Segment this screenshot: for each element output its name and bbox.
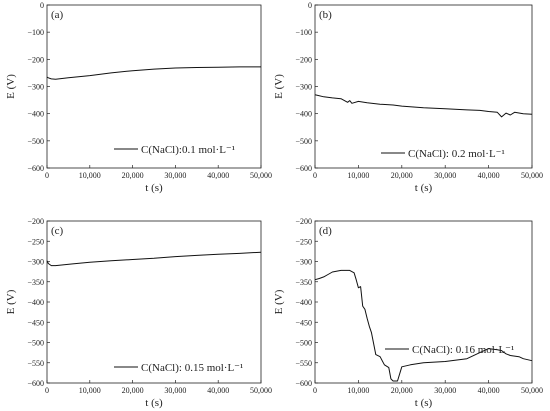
y-tick-label: −550 [295, 359, 312, 368]
legend-label: C(NaCl): 0.15 mol·L⁻¹ [141, 362, 243, 374]
x-axis-title: t (s) [415, 397, 433, 409]
x-tick-label: 40,000 [478, 171, 500, 180]
legend-label: C(NaCl): 0.16 mol·L⁻¹ [412, 344, 514, 356]
y-tick-label: −300 [295, 258, 312, 267]
panel-label: (c) [51, 225, 64, 237]
x-tick-label: 50,000 [521, 386, 543, 395]
series-line [314, 94, 533, 118]
x-tick-label: 10,000 [79, 386, 101, 395]
y-tick-label: −300 [27, 258, 44, 267]
x-tick-label: 50,000 [521, 171, 543, 180]
y-tick-label: −500 [295, 339, 312, 348]
y-tick-label: −200 [295, 55, 312, 64]
x-tick-label: 30,000 [164, 171, 186, 180]
y-tick-label: −500 [295, 137, 312, 146]
y-tick-label: −500 [27, 339, 44, 348]
y-tick-label: −300 [295, 83, 312, 92]
y-tick-label: −200 [295, 217, 312, 226]
x-tick-label: 20,000 [391, 386, 413, 395]
x-tick-label: 30,000 [434, 171, 456, 180]
y-tick-label: −550 [27, 359, 44, 368]
x-tick-label: 20,000 [122, 386, 144, 395]
panel-label: (a) [51, 9, 64, 21]
plot-frame [314, 4, 533, 169]
x-tick-label: 10,000 [347, 171, 369, 180]
x-tick-label: 0 [313, 171, 317, 180]
x-tick-label: 0 [45, 171, 49, 180]
y-tick-label: −600 [295, 379, 312, 388]
x-tick-label: 10,000 [79, 171, 101, 180]
y-axis-title: E (V) [273, 289, 285, 314]
plot-frame [46, 220, 262, 384]
y-tick-label: −200 [27, 217, 44, 226]
y-tick-label: 0 [308, 1, 312, 10]
legend-label: C(NaCl):0.1 mol·L⁻¹ [141, 144, 235, 156]
y-tick-label: −400 [27, 110, 44, 119]
y-axis-title: E (V) [273, 74, 285, 99]
y-tick-label: −600 [27, 164, 44, 173]
panel-label: (b) [319, 9, 332, 21]
y-tick-label: −400 [27, 298, 44, 307]
x-tick-label: 0 [45, 386, 49, 395]
x-axis-title: t (s) [415, 182, 433, 194]
x-tick-label: 40,000 [478, 386, 500, 395]
y-tick-label: −350 [27, 278, 44, 287]
series-line [314, 269, 533, 382]
x-tick-label: 20,000 [122, 171, 144, 180]
y-tick-label: −250 [27, 237, 44, 246]
y-tick-label: −200 [27, 55, 44, 64]
x-tick-label: 40,000 [207, 386, 229, 395]
series-line [46, 66, 261, 80]
y-axis-title: E (V) [5, 74, 17, 99]
y-tick-label: −250 [295, 237, 312, 246]
x-tick-label: 50,000 [250, 386, 272, 395]
plot-frame [314, 220, 533, 384]
x-tick-label: 40,000 [207, 171, 229, 180]
y-tick-label: −100 [27, 28, 44, 37]
y-tick-label: 0 [40, 1, 44, 10]
y-tick-label: −400 [295, 110, 312, 119]
x-tick-label: 50,000 [250, 171, 272, 180]
x-axis-title: t (s) [145, 182, 163, 194]
y-tick-label: −100 [295, 28, 312, 37]
x-axis-title: t (s) [145, 397, 163, 409]
y-tick-label: −450 [27, 318, 44, 327]
x-tick-label: 10,000 [347, 386, 369, 395]
y-tick-label: −300 [27, 83, 44, 92]
x-tick-label: 20,000 [391, 171, 413, 180]
y-tick-label: −600 [27, 379, 44, 388]
panel-label: (d) [319, 225, 332, 237]
series-line [46, 251, 262, 267]
y-tick-label: −500 [27, 137, 44, 146]
x-tick-label: 0 [313, 386, 317, 395]
x-tick-label: 30,000 [434, 386, 456, 395]
x-tick-label: 30,000 [164, 386, 186, 395]
y-tick-label: −600 [295, 164, 312, 173]
y-axis-title: E (V) [5, 289, 17, 314]
y-tick-label: −400 [295, 298, 312, 307]
legend-label: C(NaCl): 0.2 mol·L⁻¹ [408, 148, 505, 160]
y-tick-label: −450 [295, 318, 312, 327]
y-tick-label: −350 [295, 278, 312, 287]
